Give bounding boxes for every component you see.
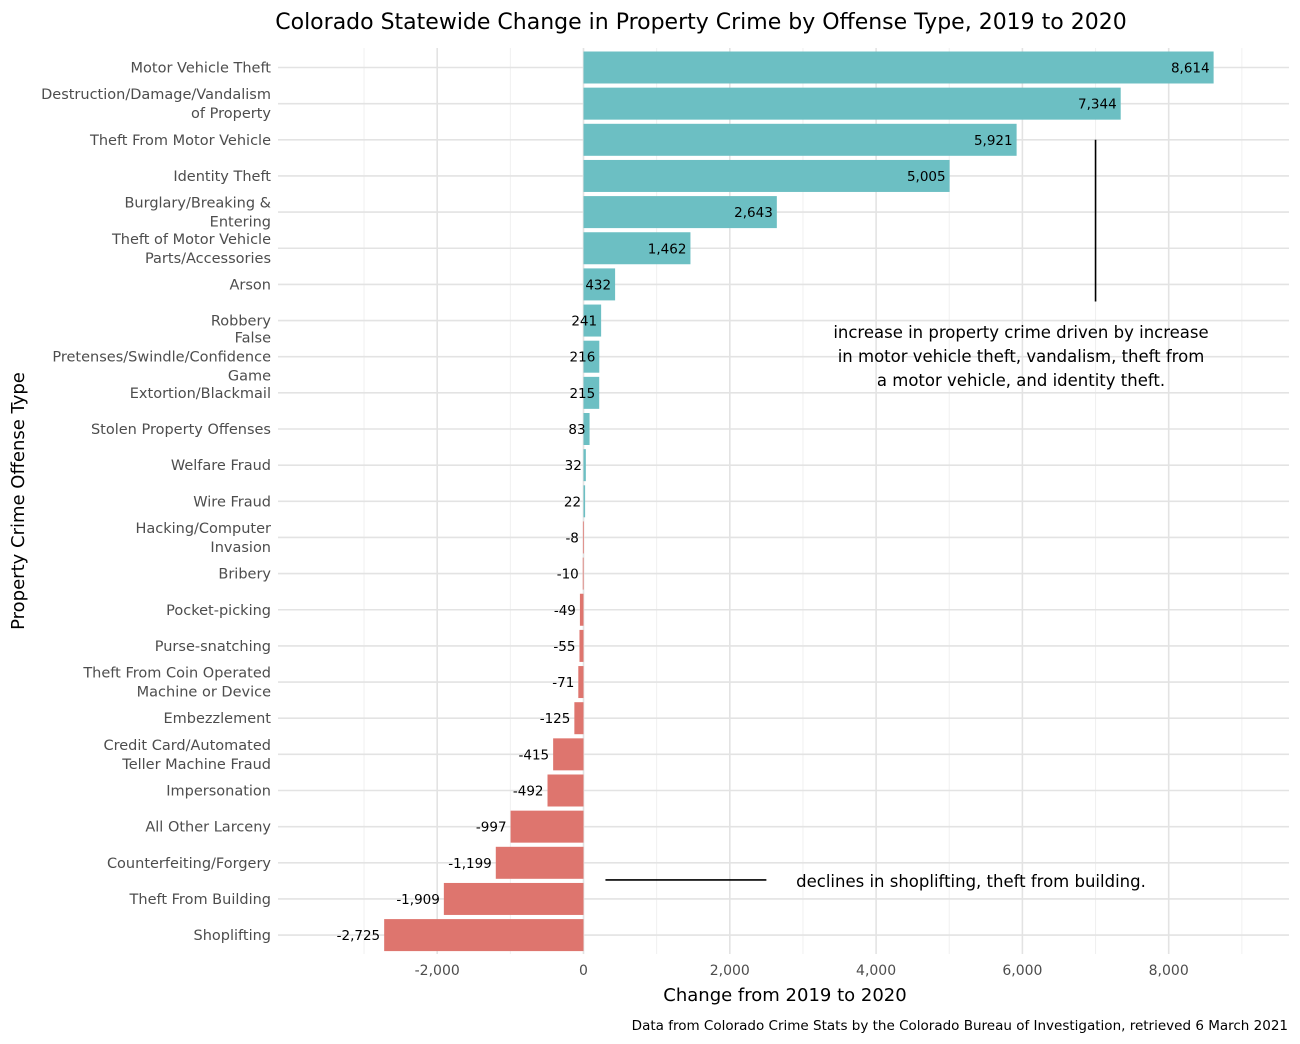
x-axis-title: Change from 2019 to 2020 [663, 985, 906, 1006]
category-label: Theft From Building [129, 892, 271, 908]
bar [547, 774, 584, 807]
data-label: -492 [513, 784, 544, 800]
data-label: 32 [565, 458, 582, 474]
data-label: 215 [569, 386, 595, 402]
data-label: -8 [565, 530, 578, 546]
data-label: 8,614 [1171, 61, 1210, 77]
bar [553, 738, 584, 771]
category-label: Theft From Motor Vehicle [89, 133, 271, 149]
bar [579, 593, 584, 626]
data-label: -71 [552, 675, 574, 691]
data-label: -49 [554, 603, 576, 619]
x-tick-label: 2,000 [710, 963, 750, 979]
category-label: Robbery [211, 314, 272, 330]
category-label: Extortion/Blackmail [130, 386, 271, 402]
bar [583, 376, 600, 409]
category-label: Hacking/Computer Invasion [135, 521, 271, 556]
category-label: All Other Larceny [145, 820, 271, 836]
data-label: -10 [557, 567, 579, 583]
category-label: Embezzlement [163, 711, 271, 727]
bar [579, 629, 584, 662]
bar [583, 340, 600, 373]
x-tick-label: 6,000 [1002, 963, 1042, 979]
bar [582, 557, 584, 590]
bar [583, 232, 691, 265]
bar [384, 919, 584, 952]
data-labels: 8,614 7,344 5,921 5,005 2,643 1,462 432 241 216 2… [337, 61, 1210, 945]
category-label: Shoplifting [194, 928, 271, 944]
data-label: 22 [564, 494, 581, 510]
category-label: Stolen Property Offenses [91, 422, 271, 438]
data-label: 7,344 [1078, 97, 1117, 113]
data-label: 432 [585, 277, 611, 293]
bar [510, 810, 584, 843]
category-label: Motor Vehicle Theft [131, 61, 272, 77]
data-label: 1,462 [648, 241, 687, 257]
category-label: Burglary/Breaking & Entering [124, 196, 271, 231]
category-labels: Motor Vehicle Theft Destruction/Damage/Va… [41, 61, 271, 945]
bar [583, 413, 590, 445]
bar [583, 449, 586, 482]
category-label: Destruction/Damage/Vandalism of Property [41, 87, 271, 122]
annotation-text: declines in shoplifting, theft from buil… [796, 872, 1146, 891]
data-label: 2,643 [734, 205, 773, 221]
y-axis-title: Property Crime Offense Type [8, 372, 29, 630]
data-label: -55 [553, 639, 575, 655]
annotations: increase in property crime driven by inc… [605, 139, 1209, 891]
chart-caption: Data from Colorado Crime Stats by the Co… [632, 1018, 1288, 1034]
bar [495, 846, 584, 879]
bar [578, 666, 584, 699]
x-tick-label: 8,000 [1149, 963, 1189, 979]
data-label: -2,725 [337, 928, 381, 944]
bar [583, 304, 602, 337]
data-label: 216 [570, 350, 596, 366]
data-label: -1,909 [396, 892, 440, 908]
data-label: -997 [476, 820, 507, 836]
bars [384, 51, 1214, 952]
data-label: 5,005 [907, 169, 946, 185]
bar [583, 196, 777, 229]
category-label: Counterfeiting/Forgery [107, 856, 271, 872]
category-label: Purse-snatching [155, 639, 271, 655]
bar [582, 521, 584, 554]
x-tick-label: 0 [579, 963, 588, 979]
data-label: 241 [571, 314, 597, 330]
bar [583, 268, 616, 301]
category-label: Theft of Motor Vehicle Parts/Accessories [111, 232, 271, 267]
x-tick-label: 4,000 [856, 963, 896, 979]
data-label: -415 [519, 747, 550, 763]
bar [583, 87, 1121, 120]
category-label: Theft From Coin Operated Machine or Devic… [82, 666, 271, 701]
data-label: 5,921 [974, 133, 1013, 149]
category-label: Welfare Fraud [171, 458, 271, 474]
data-label: 83 [568, 422, 585, 438]
x-axis-ticks: -2,000 0 2,000 4,000 6,000 8,000 [415, 963, 1189, 979]
annotation-text: increase in property crime driven by inc… [833, 323, 1208, 390]
category-label: Pocket-picking [166, 603, 271, 619]
category-label: Arson [230, 277, 272, 293]
x-tick-label: -2,000 [415, 963, 460, 979]
category-label: Impersonation [166, 784, 271, 800]
data-label: -1,199 [448, 856, 492, 872]
bar [574, 702, 584, 735]
category-label: Wire Fraud [193, 494, 271, 510]
bar [583, 51, 1214, 84]
bar [583, 123, 1017, 156]
category-label: False Pretenses/Swindle/Confidence Game [52, 331, 271, 385]
bar [583, 485, 586, 518]
category-label: Identity Theft [173, 169, 271, 185]
bar [583, 159, 950, 192]
category-label: Bribery [218, 567, 271, 583]
category-label: Credit Card/Automated Teller Machine Frau… [103, 738, 271, 773]
bar [443, 882, 584, 915]
chart-title: Colorado Statewide Change in Property Cr… [275, 10, 1127, 35]
data-label: -125 [540, 711, 571, 727]
